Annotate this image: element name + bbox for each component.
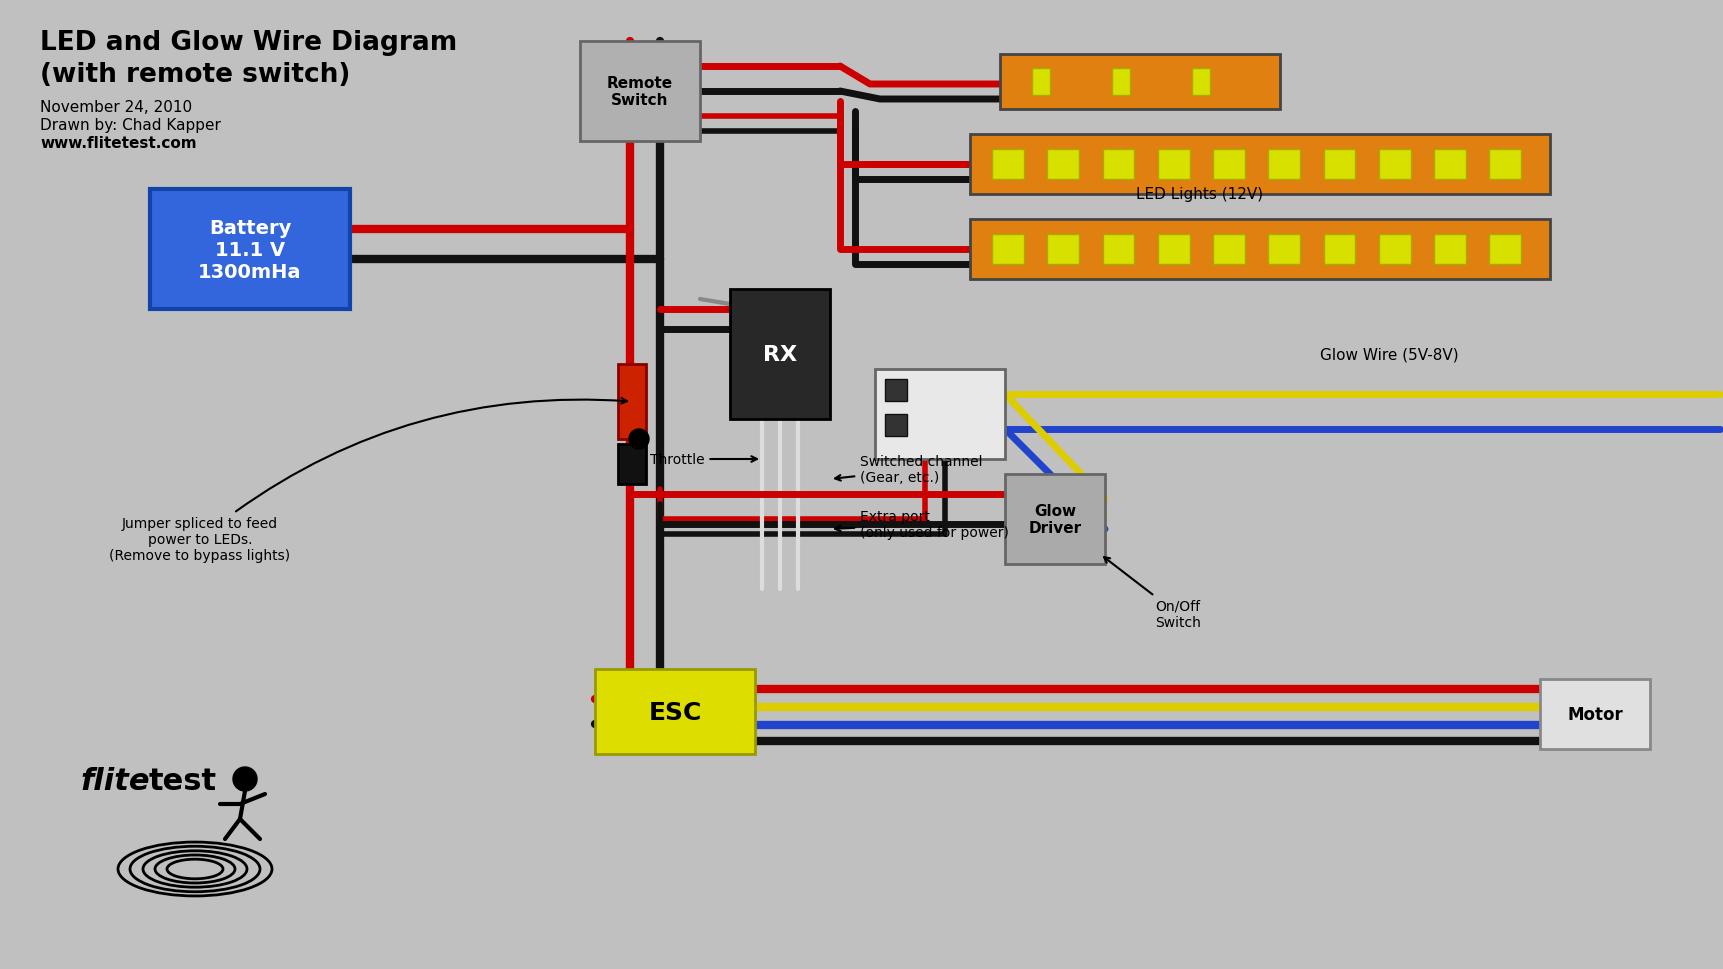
Text: Remote
Switch: Remote Switch (606, 76, 672, 109)
Bar (970, 135, 1549, 195)
Bar (1323, 150, 1354, 180)
Bar (1539, 679, 1649, 749)
Text: Throttle: Throttle (650, 453, 756, 466)
Bar (729, 290, 829, 420)
Bar (875, 369, 1005, 459)
Bar (970, 220, 1549, 280)
Bar (884, 380, 906, 401)
Bar (1434, 150, 1465, 180)
Bar (1268, 234, 1299, 265)
Circle shape (629, 429, 648, 450)
Bar (150, 190, 350, 310)
Text: Switched channel
(Gear, etc.): Switched channel (Gear, etc.) (834, 454, 982, 484)
Text: LED and Glow Wire Diagram: LED and Glow Wire Diagram (40, 30, 457, 56)
Text: November 24, 2010: November 24, 2010 (40, 100, 191, 115)
Bar (1032, 69, 1049, 96)
Text: (with remote switch): (with remote switch) (40, 62, 350, 88)
Text: RX: RX (763, 345, 796, 364)
Circle shape (233, 767, 257, 791)
Text: Extra port
(only used for power): Extra port (only used for power) (834, 510, 1008, 540)
Bar (991, 150, 1023, 180)
Bar (999, 55, 1278, 109)
Text: Drawn by: Chad Kapper: Drawn by: Chad Kapper (40, 118, 221, 133)
Text: ESC: ESC (648, 700, 701, 724)
Bar (1268, 150, 1299, 180)
Bar (1103, 150, 1134, 180)
Bar (1378, 234, 1409, 265)
Bar (1103, 234, 1134, 265)
Bar (1111, 69, 1129, 96)
Bar (1048, 150, 1079, 180)
Text: Jumper spliced to feed
power to LEDs.
(Remove to bypass lights): Jumper spliced to feed power to LEDs. (R… (109, 398, 627, 563)
Text: LED Lights (12V): LED Lights (12V) (1135, 187, 1263, 203)
Text: Battery
11.1 V
1300mHa: Battery 11.1 V 1300mHa (198, 218, 302, 281)
Bar (1323, 234, 1354, 265)
Bar (1213, 234, 1244, 265)
Bar (579, 42, 700, 141)
Text: Glow Wire (5V-8V): Glow Wire (5V-8V) (1320, 347, 1458, 362)
Bar (884, 415, 906, 437)
Bar (1005, 475, 1104, 564)
Bar (1158, 150, 1189, 180)
Bar (617, 364, 646, 440)
Bar (1048, 234, 1079, 265)
Bar (594, 670, 755, 754)
Text: flite: flite (79, 766, 150, 796)
Text: test: test (148, 766, 217, 796)
Text: Motor: Motor (1566, 705, 1621, 723)
Bar (1191, 69, 1210, 96)
Bar (1489, 234, 1520, 265)
Bar (1434, 234, 1465, 265)
Bar (1378, 150, 1409, 180)
Bar (1489, 150, 1520, 180)
Text: Glow
Driver: Glow Driver (1029, 503, 1080, 536)
Bar (1213, 150, 1244, 180)
Bar (617, 445, 646, 484)
Bar (991, 234, 1023, 265)
Text: www.flitetest.com: www.flitetest.com (40, 136, 196, 151)
Text: On/Off
Switch: On/Off Switch (1103, 557, 1201, 630)
Bar (1158, 234, 1189, 265)
